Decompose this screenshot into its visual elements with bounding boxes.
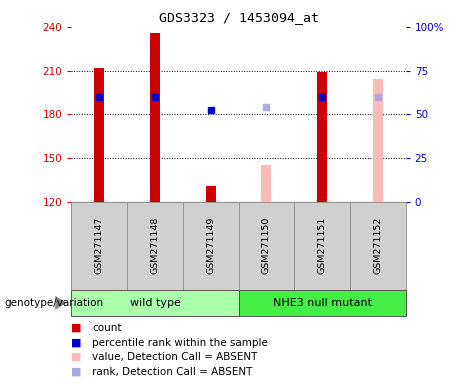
Title: GDS3323 / 1453094_at: GDS3323 / 1453094_at	[159, 11, 319, 24]
Text: GSM271150: GSM271150	[262, 217, 271, 275]
Text: wild type: wild type	[130, 298, 180, 308]
Bar	[239, 290, 406, 316]
Text: GSM271149: GSM271149	[206, 217, 215, 275]
Text: ■: ■	[71, 323, 82, 333]
Text: percentile rank within the sample: percentile rank within the sample	[92, 338, 268, 348]
Text: GSM271147: GSM271147	[95, 217, 104, 275]
Text: ■: ■	[71, 367, 82, 377]
Bar	[71, 290, 239, 316]
Text: rank, Detection Call = ABSENT: rank, Detection Call = ABSENT	[92, 367, 253, 377]
Text: GSM271148: GSM271148	[150, 217, 160, 275]
Bar	[261, 165, 272, 202]
Text: ■: ■	[71, 338, 82, 348]
Text: value, Detection Call = ABSENT: value, Detection Call = ABSENT	[92, 352, 258, 362]
Text: genotype/variation: genotype/variation	[5, 298, 104, 308]
Text: GSM271152: GSM271152	[373, 217, 382, 275]
Bar	[373, 79, 383, 202]
Text: count: count	[92, 323, 122, 333]
Text: GSM271151: GSM271151	[318, 217, 327, 275]
Bar	[95, 68, 104, 202]
Text: ■: ■	[71, 352, 82, 362]
Bar	[317, 72, 327, 202]
Bar	[150, 33, 160, 202]
Text: NHE3 null mutant: NHE3 null mutant	[272, 298, 372, 308]
Bar	[206, 185, 216, 202]
